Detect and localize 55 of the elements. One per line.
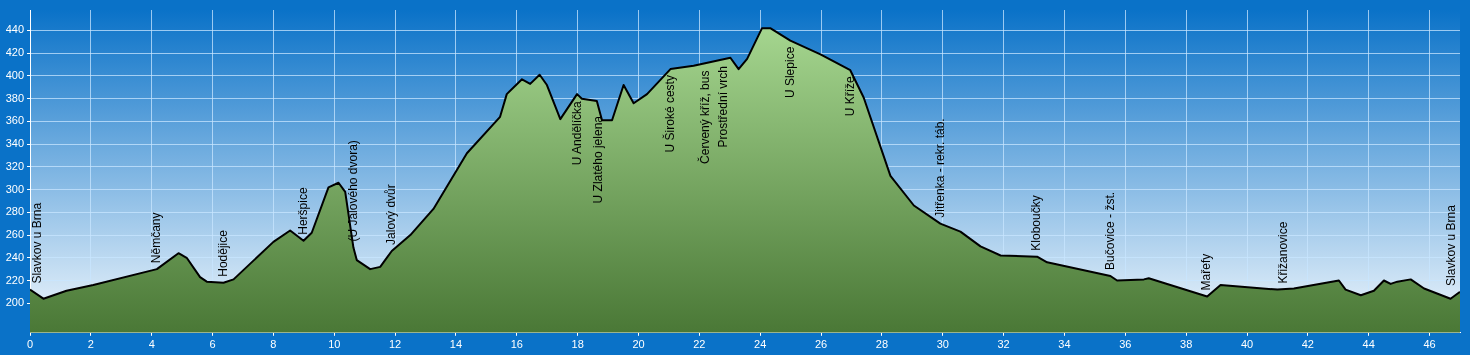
y-tick-label: 280	[5, 205, 24, 218]
y-tick-label: 400	[5, 68, 24, 81]
annotation: Němčany	[149, 212, 164, 264]
annotation: Červený kříž, bus	[696, 70, 712, 164]
annotation: Heršpice	[295, 187, 310, 235]
x-tick-label: 6	[209, 338, 216, 351]
annotation: Hodějice	[215, 229, 230, 277]
x-tick-label: 24	[754, 338, 767, 351]
x-tick-label: 32	[997, 338, 1010, 351]
x-tick-label: 36	[1119, 338, 1132, 351]
x-tick-label: 46	[1423, 338, 1436, 351]
y-tick-label: 440	[5, 23, 24, 36]
y-tick-label: 240	[5, 250, 24, 263]
annotation: Mařefy	[1199, 253, 1214, 291]
y-tick-label: 320	[5, 159, 24, 172]
annotation: Slavkov u Brna	[1444, 204, 1459, 286]
x-tick-label: 38	[1180, 338, 1193, 351]
y-tick-label: 200	[5, 296, 24, 309]
x-tick-label: 40	[1240, 338, 1254, 351]
y-tick-label: 380	[5, 91, 24, 104]
annotation: U Široké cesty	[661, 75, 677, 153]
x-tick-label: 16	[510, 338, 523, 351]
x-tick-label: 4	[148, 338, 155, 351]
x-tick-label: 2	[87, 338, 94, 351]
annotation: Kloboučky	[1029, 195, 1044, 251]
x-tick-label: 10	[328, 338, 341, 351]
annotation: Slavkov u Brna	[30, 202, 45, 284]
x-tick-label: 0	[26, 338, 34, 351]
y-tick-label: 360	[5, 114, 24, 127]
annotation: U Slepice	[782, 46, 797, 99]
x-tick-label: 18	[571, 338, 584, 351]
y-tick-label: 340	[5, 137, 24, 150]
annotation: Bučovice - žst.	[1102, 191, 1117, 270]
x-tick-label: 12	[388, 338, 402, 351]
y-tick-label: 300	[5, 182, 24, 195]
x-tick-label: 14	[449, 338, 463, 351]
annotation: Jalový dvůr	[384, 184, 399, 245]
x-tick-label: 26	[814, 338, 828, 351]
annotation: Křižanovice	[1275, 221, 1290, 284]
annotation: U Zlatého jelena	[591, 115, 606, 204]
y-tick-label: 420	[5, 46, 24, 59]
x-tick-label: 8	[270, 338, 277, 351]
annotation: Jitřenka - rekr. táb.	[932, 118, 947, 218]
y-tick-label: 260	[5, 228, 24, 241]
x-tick-label: 30	[936, 338, 949, 351]
x-tick-label: 20	[632, 338, 645, 351]
x-tick-label: 44	[1362, 338, 1375, 351]
annotation: U Andělíčka	[569, 100, 584, 166]
x-tick-label: 22	[693, 338, 706, 351]
y-tick-label: 220	[5, 273, 24, 286]
annotation: Prostřední vrch	[716, 66, 731, 148]
x-tick-label: 34	[1058, 338, 1071, 351]
annotation: U Kříže	[842, 75, 857, 117]
x-tick-label: 28	[875, 338, 889, 351]
x-tick-label: 42	[1301, 338, 1314, 351]
